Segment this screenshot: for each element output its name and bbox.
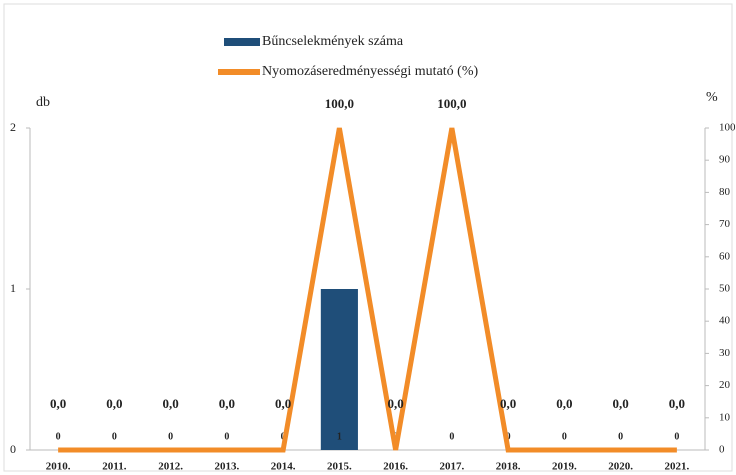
x-tick-label: 2011. [102,461,126,473]
y2-tick-label: 50 [719,283,731,295]
x-tick-label: 2019. [552,461,577,473]
line-value-label: 0,0 [669,396,685,411]
bar-value-label: 0 [112,431,117,442]
line [58,127,677,453]
y2-tick-label: 0 [719,444,725,456]
bar-value-label: 0 [618,431,623,442]
x-tick-label: 2012. [158,461,183,473]
line-value-label: 0,0 [106,396,122,411]
y2-tick-label: 100 [719,122,736,134]
legend-label: Bűncselekmények száma [262,34,404,49]
bar-value-label: 0 [449,431,454,442]
bar-value-label: 1 [337,431,342,442]
x-tick-label: 2021. [665,461,690,473]
y2-tick-label: 60 [719,250,731,262]
y2-tick-label: 80 [719,186,731,198]
bar-value-label: 0 [56,431,61,442]
line-value-label: 0,0 [500,396,516,411]
x-tick-label: 2015. [327,461,352,473]
line-value-label: 0,0 [219,396,235,411]
bar-value-label: 0 [562,431,567,442]
y2-tick-label: 10 [719,411,731,423]
line-value-label: 0,0 [163,396,179,411]
bar [320,289,358,450]
x-tick-label: 2018. [496,461,521,473]
y-tick-label: 2 [10,120,16,134]
legend-swatch [218,69,260,75]
line-value-label: 0,0 [275,396,291,411]
x-tick-label: 2010. [46,461,71,473]
x-tick-label: 2013. [215,461,240,473]
y2-tick-label: 20 [719,379,731,391]
x-tick-label: 2020. [608,461,633,473]
y2-tick-label: 30 [719,347,731,359]
x-tick-label: 2017. [440,461,465,473]
line-value-label: 0,0 [556,396,572,411]
line-value-label: 100,0 [437,96,466,111]
line-value-label: 0,0 [613,396,629,411]
line-value-label: 0,0 [50,396,66,411]
line-value-label: 0,0 [388,396,404,411]
bar-value-label: 0 [168,431,173,442]
y-tick-label: 0 [10,442,16,456]
x-tick-label: 2014. [271,461,296,473]
y2-axis-label: % [706,90,718,105]
x-tick-label: 2016. [383,461,408,473]
y2-tick-label: 70 [719,218,731,230]
legend-label: Nyomozáseredményességi mutató (%) [262,64,478,79]
y2-tick-label: 40 [719,315,731,327]
bar-value-label: 0 [674,431,679,442]
y2-tick-label: 90 [719,154,731,166]
legend-swatch [224,38,260,46]
y-tick-label: 1 [10,281,16,295]
chart-frame [3,3,733,472]
bar-value-label: 0 [224,431,229,442]
y-axis-label: db [36,95,50,110]
line-value-label: 100,0 [325,96,354,111]
